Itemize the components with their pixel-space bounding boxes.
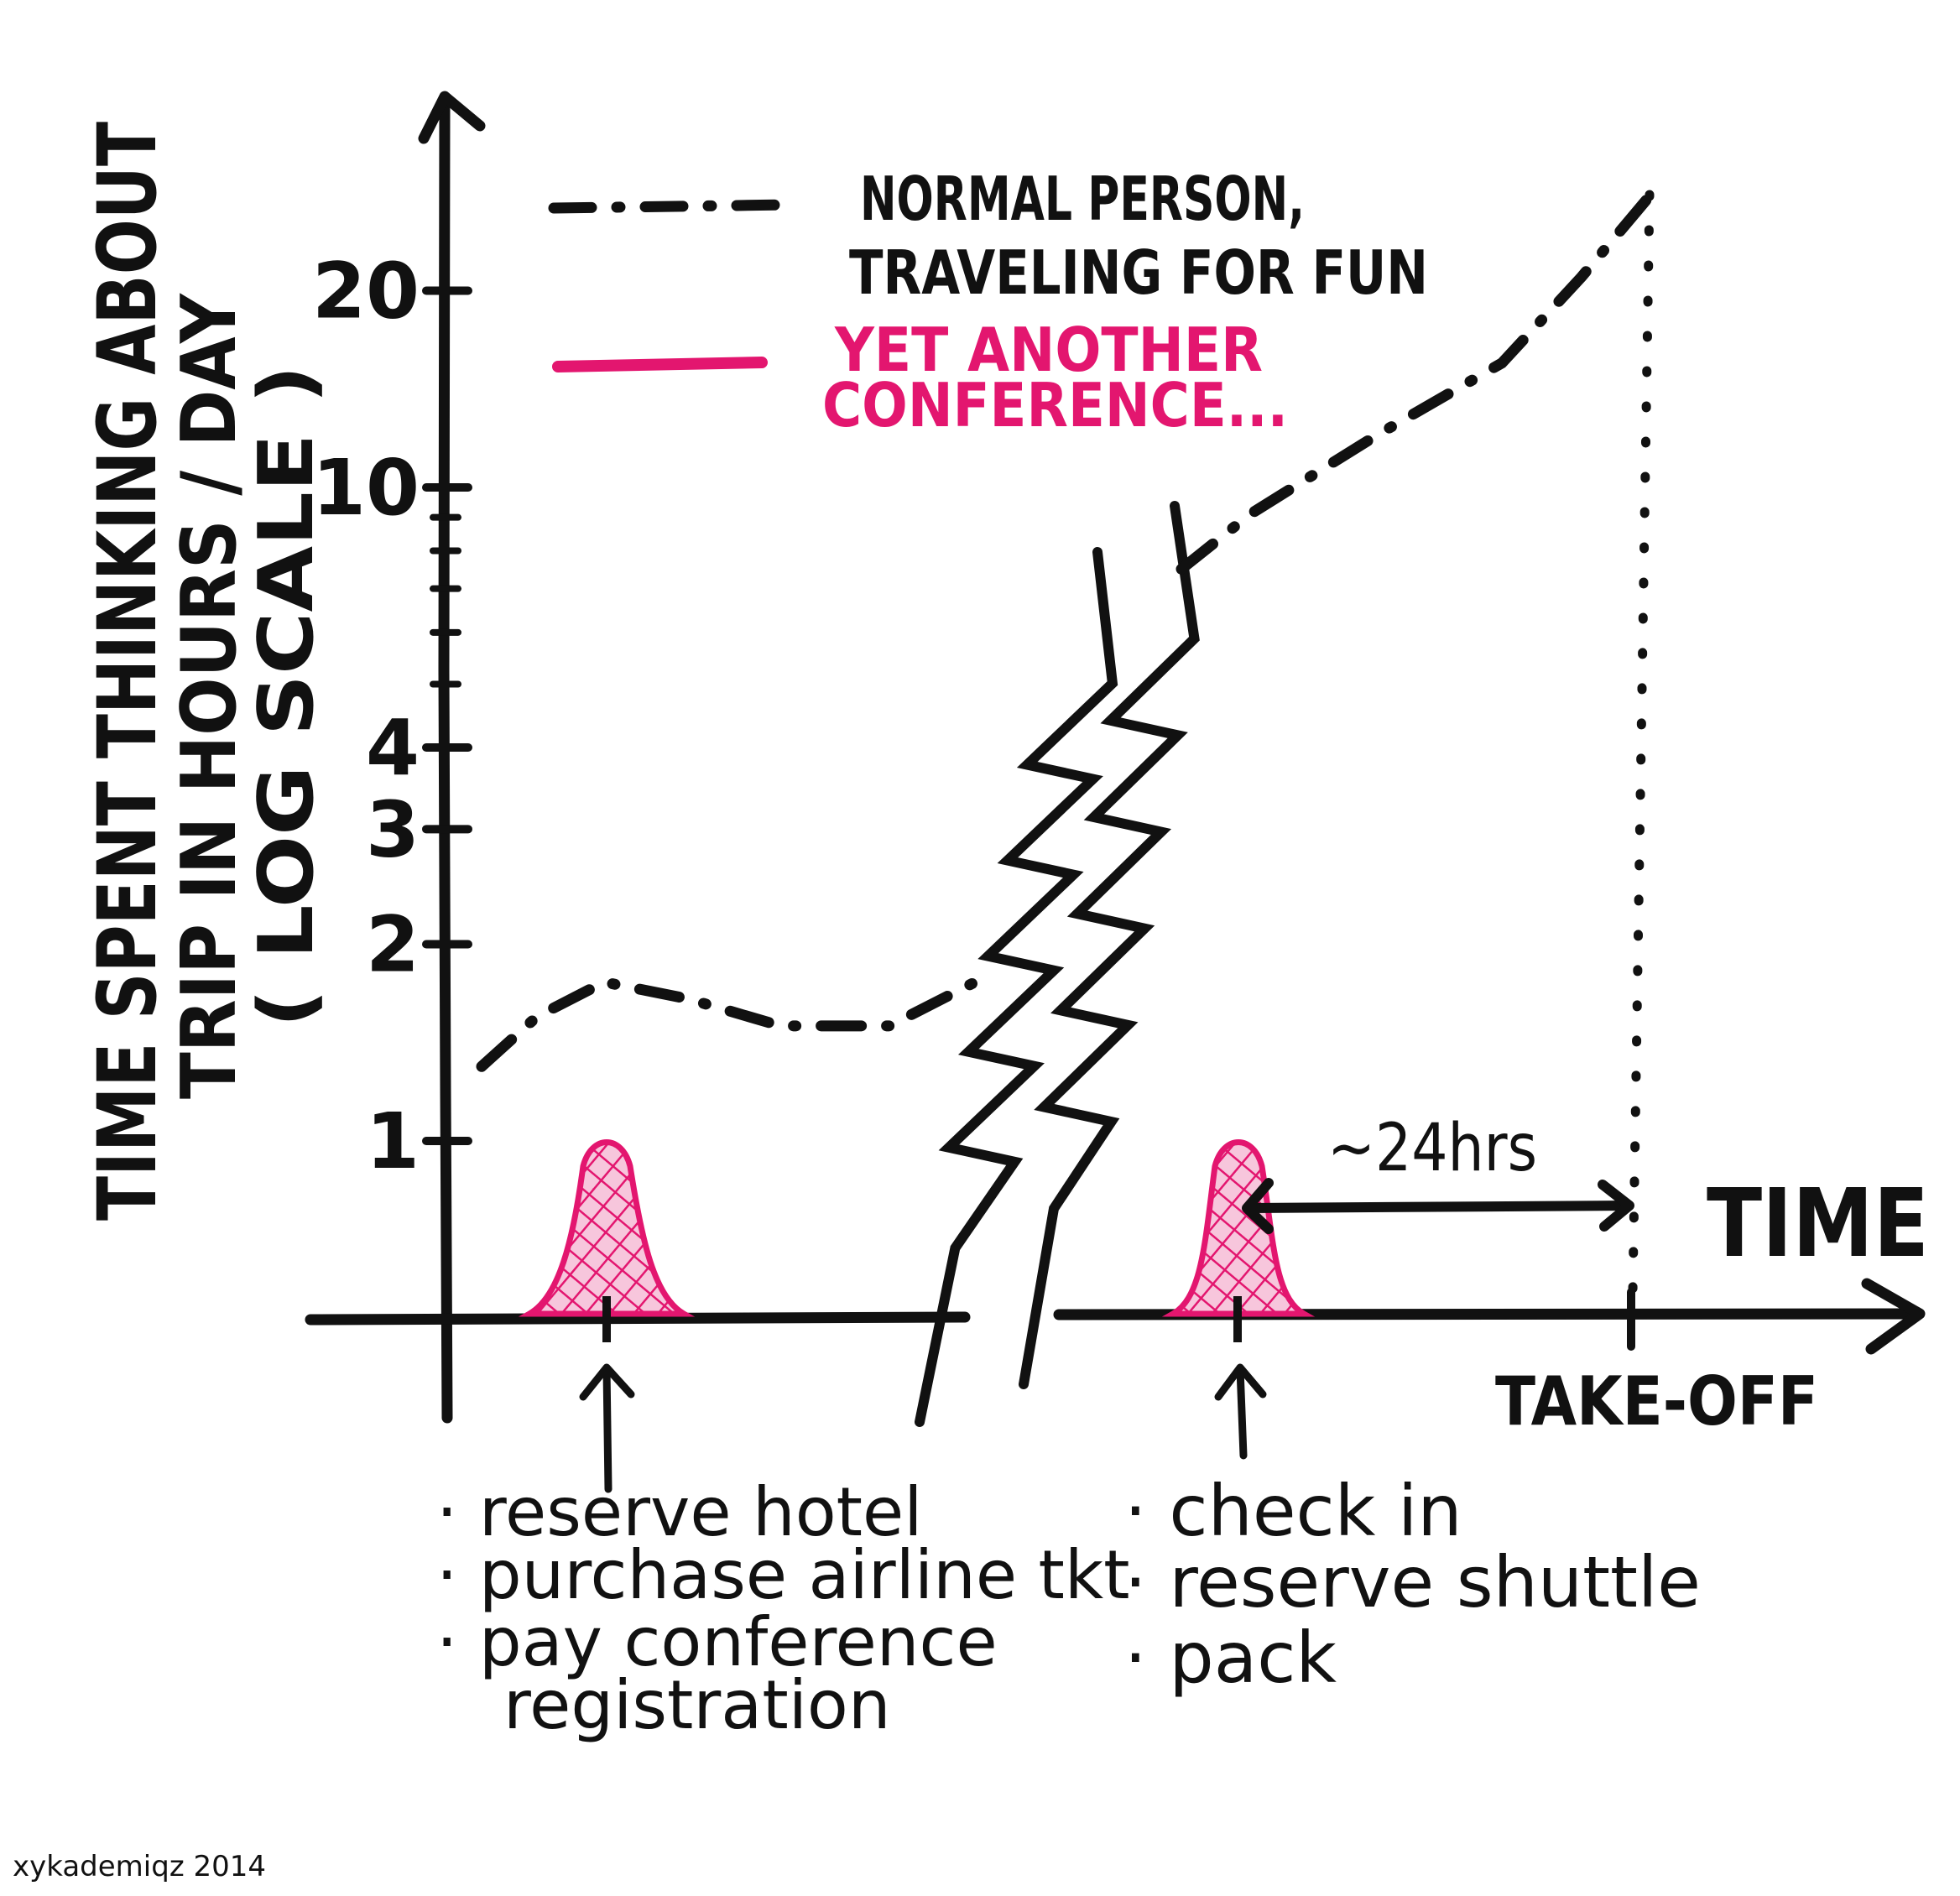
axis-break-line-left [915, 547, 1118, 1427]
y-tick-label: 3 [366, 784, 420, 874]
event2-item: · reserve shuttle [1124, 1541, 1701, 1623]
event1-item: · pay conference [436, 1603, 998, 1681]
event1-item-continued: registration [503, 1666, 891, 1744]
event1-arrow [602, 1365, 612, 1493]
conference-peak [1161, 1139, 1316, 1317]
take-off-marker: TAKE-OFF [1495, 190, 1818, 1440]
legend: NORMAL PERSON, TRAVELING FOR FUN YET ANO… [548, 164, 1428, 440]
interval-label: ~24hrs [1327, 1111, 1537, 1186]
x-axis-title: TIME [1707, 1169, 1929, 1279]
normal-person-line-segment [1175, 190, 1656, 575]
event2-item: · pack [1124, 1617, 1337, 1699]
y-tick-label: 1 [366, 1096, 420, 1186]
interval-arrow-line [1245, 1201, 1633, 1213]
y-tick-label: 20 [312, 246, 420, 336]
axis-break [915, 501, 1200, 1427]
y-axis-title: TIME SPENT THINKING ABOUT TRIP IN HOURS … [81, 122, 331, 1221]
event1-item: · reserve hotel [436, 1473, 922, 1551]
x-axis-arrowhead [1861, 1278, 1926, 1355]
interval-annotation: ~24hrs [1242, 1111, 1634, 1234]
y-axis-arrowhead [418, 91, 486, 144]
legend-label-conference-line-1: YET ANOTHER [834, 315, 1263, 385]
axes: TIME [305, 91, 1929, 1424]
event2-item: · check in [1124, 1470, 1462, 1552]
event1-item: · purchase airline tkt [436, 1536, 1130, 1614]
series [476, 190, 1656, 1317]
event2-list: · check in · reserve shuttle · pack [1124, 1470, 1701, 1699]
y-axis-line [438, 103, 453, 1424]
interval-arrowhead-left [1242, 1178, 1274, 1234]
legend-swatch-normal [548, 199, 799, 214]
y-axis-title-line-1: TIME SPENT THINKING ABOUT [81, 122, 175, 1221]
conference-peak [518, 1139, 696, 1317]
event1-list: · reserve hotel · purchase airline tkt ·… [436, 1473, 1130, 1744]
legend-swatch-conference [552, 357, 768, 372]
event-arrows [579, 1296, 1267, 1493]
y-tick-label: 2 [366, 899, 420, 989]
legend-label-normal-line-1: NORMAL PERSON, [860, 164, 1305, 234]
axis-break-line-right [1019, 501, 1200, 1389]
interval-arrowhead-right [1598, 1180, 1634, 1232]
event2-arrowhead [1214, 1363, 1267, 1401]
y-tick-label: 10 [312, 443, 420, 533]
y-axis-title-line-2: TRIP IN HOURS / DAY [165, 292, 253, 1099]
y-tick-label: 4 [366, 703, 420, 793]
normal-person-line-segment [476, 976, 981, 1072]
y-axis-title-line-3: ( LOG SCALE ) [242, 365, 331, 1028]
event2-arrow [1236, 1365, 1248, 1460]
legend-label-conference-line-2: CONFERENCE... [822, 370, 1288, 440]
event1-arrowhead [579, 1363, 635, 1401]
y-ticks: 1 2 34 10 20 [312, 246, 472, 1186]
take-off-dotted-line [1628, 190, 1655, 1297]
credit: xykademiqz 2014 [13, 1850, 266, 1883]
take-off-label: TAKE-OFF [1495, 1362, 1818, 1440]
legend-label-normal-line-2: TRAVELING FOR FUN [849, 237, 1428, 308]
